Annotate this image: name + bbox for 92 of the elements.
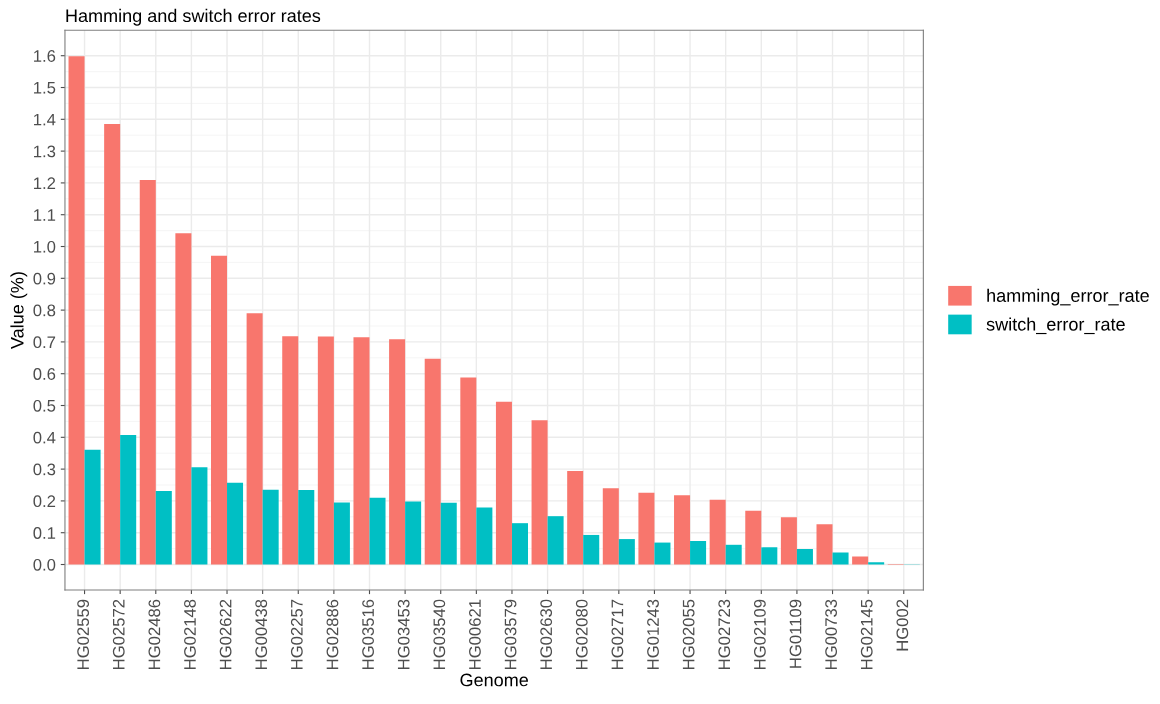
bar [745,510,762,565]
bar [460,377,477,565]
x-tick-label: HG02145 [860,599,873,669]
bar [282,336,299,565]
bar [389,339,406,565]
bar [210,255,228,565]
bar [191,467,208,565]
bar [175,233,192,565]
y-tick-label: 0.5 [33,399,56,412]
y-tick-label: 0.6 [33,368,56,380]
y-tick-label: 0.7 [33,336,56,349]
x-tick-label: HG00438 [255,599,268,669]
bar [353,337,370,565]
y-tick-label: 0.4 [33,431,56,444]
bar [690,540,707,565]
x-tick-label: HG02572 [112,599,125,669]
y-tick-label: 0.1 [33,527,56,539]
bar [761,547,778,565]
x-tick-label: HG00621 [469,599,481,669]
x-tick-label: HG02148 [184,599,196,669]
bar [262,489,279,565]
bar [674,495,691,565]
bar [476,507,493,565]
x-tick-label: HG002 [896,599,909,651]
bar [120,435,137,565]
x-tick-label: HG02630 [540,599,553,669]
x-tick-label: HG02257 [290,599,303,669]
y-tick-label: 1.4 [34,113,56,126]
bar [852,556,869,565]
bar [796,548,813,565]
y-tick-label: 1.5 [34,82,56,94]
bar [654,542,671,565]
y-tick-label: 1.6 [34,50,56,62]
bar [602,488,619,565]
y-axis-title: Value (%) [10,272,28,349]
x-tick-label: HG02723 [718,599,731,669]
chart-title: Hamming and switch error rates [66,8,321,26]
y-tick-label: 1.1 [34,209,56,221]
bar [531,420,548,565]
x-axis-title: Genome [460,673,528,687]
bar [227,482,244,565]
bar [780,517,797,565]
bar [567,471,584,565]
bar [832,552,849,565]
bar [84,449,101,565]
bar [547,516,564,565]
bar [424,358,441,565]
bar [298,490,315,565]
bar [155,491,172,565]
bar [511,523,528,565]
bar [638,492,655,565]
y-tick-label: 0.9 [33,272,56,285]
y-tick-label: 0.3 [33,463,56,476]
x-tick-label: HG01243 [647,599,659,669]
bar [104,124,121,565]
bar [369,497,386,565]
x-tick-label: HG02080 [575,599,588,669]
bar [725,544,742,565]
x-tick-label: HG00733 [825,599,838,669]
y-tick-label: 1.3 [34,145,56,158]
y-tick-label: 1.0 [34,240,56,253]
bar [583,534,600,565]
x-tick-label: HG02486 [148,599,161,669]
x-tick-label: HG02559 [77,599,90,669]
x-tick-label: HG02055 [682,599,695,669]
legend-label: switch_error_rate [986,317,1125,335]
bar [68,56,85,565]
bar [317,336,334,565]
bar [709,499,726,565]
x-tick-label: HG03579 [504,599,517,669]
x-tick-label: HG02717 [611,599,624,669]
bar [139,180,156,565]
bar [405,501,422,565]
bar [816,524,833,565]
x-tick-label: HG03540 [433,599,446,669]
legend-label: hamming_error_rate [987,288,1149,306]
bar [333,502,350,565]
y-tick-label: 0.2 [33,495,56,508]
bar [618,539,635,565]
y-tick-label: 0.8 [33,304,56,317]
y-tick-label: 1.2 [34,177,56,189]
y-tick-label: 0.0 [33,558,56,571]
x-tick-label: HG03453 [397,599,410,669]
x-tick-label: HG02622 [219,599,232,669]
x-tick-label: HG03516 [362,599,374,669]
x-tick-label: HG02886 [326,599,339,669]
bar [495,401,512,565]
bar [440,502,457,565]
bar [868,562,885,565]
x-tick-label: HG02109 [753,599,766,669]
bar [246,313,263,565]
x-tick-label: HG01109 [789,599,802,668]
